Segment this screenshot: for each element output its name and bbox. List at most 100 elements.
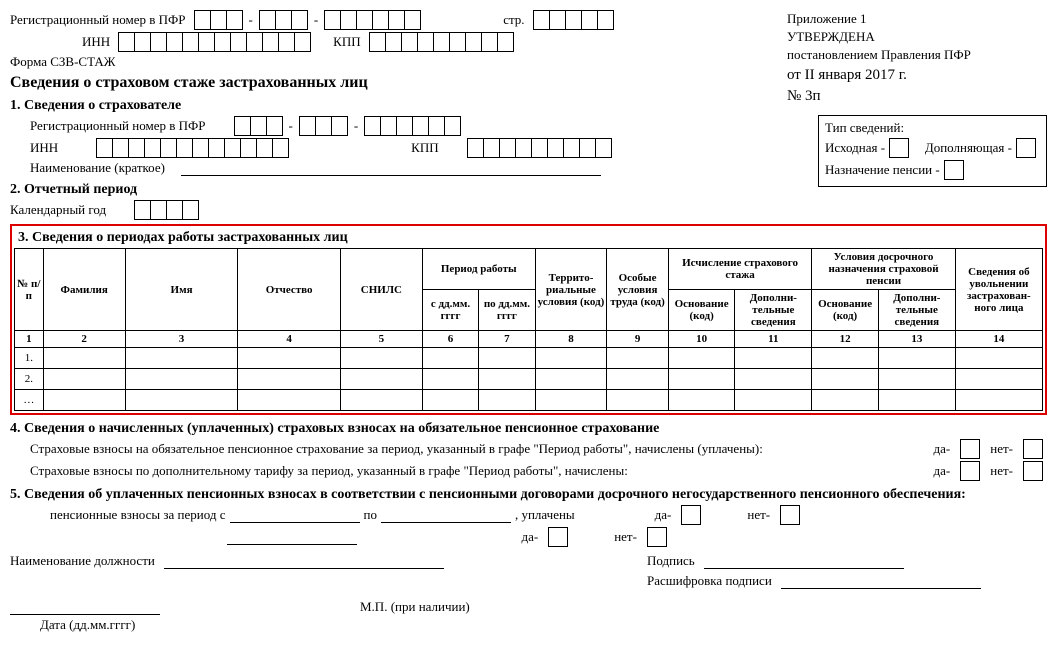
table-cell[interactable] (878, 390, 955, 411)
col-num: 1 (15, 331, 44, 348)
s1-kpp[interactable] (467, 138, 612, 158)
s1-inn-label: ИНН (30, 140, 58, 156)
chk-pension[interactable] (944, 160, 964, 180)
type-box: Тип сведений: Исходная - Дополняющая - Н… (818, 115, 1047, 187)
table-cell[interactable] (735, 390, 812, 411)
col-num: 6 (422, 331, 478, 348)
chk-s5-no[interactable] (780, 505, 800, 525)
col-num: 5 (340, 331, 422, 348)
table-cell[interactable] (812, 369, 879, 390)
th-period: Период работы (422, 249, 535, 290)
table-cell[interactable] (955, 390, 1042, 411)
table-cell[interactable] (340, 390, 422, 411)
decode-field[interactable] (781, 574, 981, 589)
s5-to2[interactable] (227, 530, 357, 545)
table-cell[interactable] (43, 390, 125, 411)
s1-reg-2[interactable] (299, 116, 348, 136)
col-num: 14 (955, 331, 1042, 348)
date-field[interactable] (10, 600, 160, 615)
s1-reg-1[interactable] (234, 116, 283, 136)
th-to: по дд.мм. гггг (479, 290, 535, 331)
table-cell[interactable] (125, 348, 238, 369)
s5-yes: да- (655, 507, 672, 523)
table-cell[interactable] (668, 369, 735, 390)
sign-field[interactable] (704, 554, 904, 569)
chk-s5-yes2[interactable] (548, 527, 568, 547)
table-cell[interactable] (422, 369, 478, 390)
table-cell[interactable] (238, 390, 340, 411)
table-cell[interactable] (607, 369, 668, 390)
table-cell[interactable] (422, 348, 478, 369)
chk-s4-yes2[interactable] (960, 461, 980, 481)
chk-s5-no2[interactable] (647, 527, 667, 547)
table-cell[interactable] (878, 348, 955, 369)
col-num: 12 (812, 331, 879, 348)
s5-title: 5. Сведения об уплаченных пенсионных взн… (10, 487, 1047, 503)
chk-s5-yes[interactable] (681, 505, 701, 525)
decode-label: Расшифровка подписи (647, 573, 772, 588)
table-cell[interactable] (422, 390, 478, 411)
kpp-cells[interactable] (369, 32, 514, 52)
table-cell[interactable] (955, 348, 1042, 369)
table-cell[interactable] (535, 348, 607, 369)
table-cell[interactable] (535, 390, 607, 411)
s1-inn[interactable] (96, 138, 289, 158)
table-cell[interactable] (607, 390, 668, 411)
col-num: 7 (479, 331, 535, 348)
col-num: 4 (238, 331, 340, 348)
chk-additional[interactable] (1016, 138, 1036, 158)
chk-s4-no2[interactable] (1023, 461, 1043, 481)
table-cell[interactable] (125, 390, 238, 411)
table-cell[interactable] (340, 369, 422, 390)
th-basis1: Основание (код) (668, 290, 735, 331)
sign-label: Подпись (647, 553, 695, 568)
page-cells[interactable] (533, 10, 614, 30)
position-field[interactable] (164, 554, 444, 569)
table-cell[interactable] (340, 348, 422, 369)
table-cell[interactable] (125, 369, 238, 390)
chk-s4-yes1[interactable] (960, 439, 980, 459)
s5-to[interactable] (381, 508, 511, 523)
table-cell[interactable] (479, 390, 535, 411)
s5-from[interactable] (230, 508, 360, 523)
reg-cells-2[interactable] (259, 10, 308, 30)
page-label: стр. (503, 12, 524, 28)
s2-year[interactable] (134, 200, 199, 220)
inn-cells[interactable] (118, 32, 311, 52)
table-cell[interactable]: 2. (15, 369, 44, 390)
s4-line1: Страховые взносы на обязательное пенсион… (30, 441, 763, 457)
s1-name-field[interactable] (181, 161, 601, 176)
s5-yes2: да- (521, 529, 538, 545)
table-cell[interactable] (668, 390, 735, 411)
chk-s4-no1[interactable] (1023, 439, 1043, 459)
col-num: 9 (607, 331, 668, 348)
table-cell[interactable] (735, 369, 812, 390)
table-cell[interactable] (43, 369, 125, 390)
table-cell[interactable] (479, 369, 535, 390)
table-cell[interactable] (735, 348, 812, 369)
table-cell[interactable] (43, 348, 125, 369)
th-early: Условия досрочного назначения страховой … (812, 249, 955, 290)
table-cell[interactable] (955, 369, 1042, 390)
reg-cells-1[interactable] (194, 10, 243, 30)
table-cell[interactable]: … (15, 390, 44, 411)
table-cell[interactable] (238, 369, 340, 390)
table-cell[interactable] (607, 348, 668, 369)
s2-year-label: Календарный год (10, 202, 106, 218)
th-fam: Фамилия (43, 249, 125, 331)
s3-table: № п/п Фамилия Имя Отчество СНИЛС Период … (14, 248, 1043, 411)
chk-original[interactable] (889, 138, 909, 158)
table-cell[interactable] (812, 348, 879, 369)
s5-po: по (364, 507, 377, 523)
table-cell[interactable] (878, 369, 955, 390)
table-cell[interactable] (535, 369, 607, 390)
s1-reg-3[interactable] (364, 116, 461, 136)
table-cell[interactable] (479, 348, 535, 369)
table-cell[interactable]: 1. (15, 348, 44, 369)
table-cell[interactable] (238, 348, 340, 369)
approved-by: постановлением Правления ПФР (787, 46, 1047, 64)
table-cell[interactable] (668, 348, 735, 369)
table-cell[interactable] (812, 390, 879, 411)
section3-frame: 3. Сведения о периодах работы застрахова… (10, 224, 1047, 415)
reg-cells-3[interactable] (324, 10, 421, 30)
